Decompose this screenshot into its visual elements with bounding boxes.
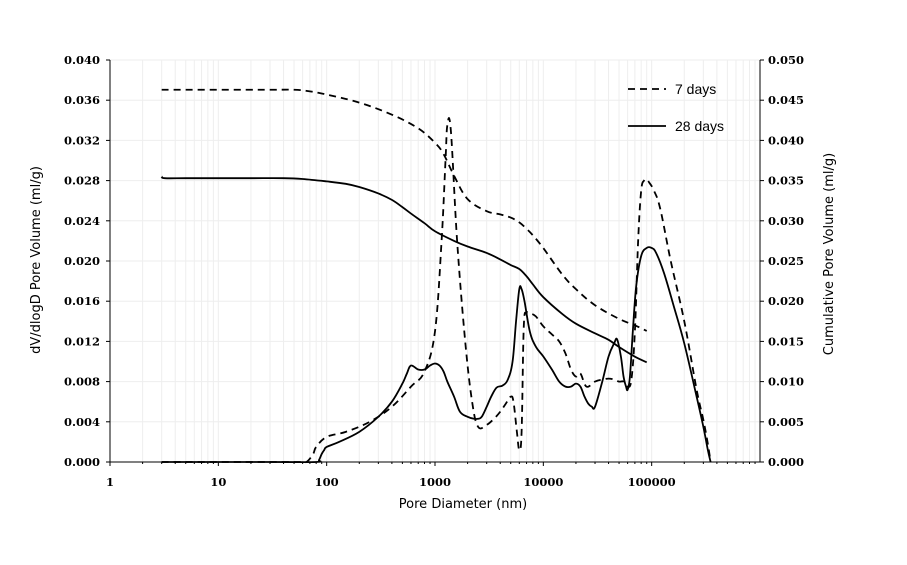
legend-label-7-days: 7 days [675,81,716,97]
series-line-28-days-incremental [161,246,712,464]
y-tick-label: 0.028 [64,174,100,188]
grid [109,59,761,463]
y2-tick-label: 0.050 [768,53,804,67]
y2-tick-label: 0.000 [768,455,804,469]
series-line-28-days-cumulative [160,175,648,364]
y-tick-label: 0.024 [64,214,100,228]
y-tick-label: 0.004 [64,415,100,429]
series-lines [160,88,712,464]
x-tick-label: 100000 [628,475,676,489]
y-tick-label: 0.016 [64,294,100,308]
y2-tick-label: 0.035 [768,174,804,188]
x-tick-label: 1000 [419,475,451,489]
y2-tick-label: 0.025 [768,254,804,268]
legend: 7 days 28 days [628,81,724,134]
y-tick-label: 0.036 [64,93,100,107]
y2-tick-label: 0.020 [768,294,804,308]
y2-tick-label: 0.030 [768,214,804,228]
y2-tick-label: 0.015 [768,334,804,348]
legend-label-28-days: 28 days [675,118,724,134]
y-tick-label: 0.012 [64,334,100,348]
y-tick-label: 0.020 [64,254,100,268]
y-tick-label: 0.032 [64,133,100,147]
x-tick-label: 10000 [523,475,563,489]
y-tick-label: 0.008 [64,375,100,389]
y-axis-title: dV/dlogD Pore Volume (ml/g) [29,166,44,354]
y2-axis-title: Cumulative Pore Volume (ml/g) [822,153,837,355]
x-tick-label: 1 [106,475,114,489]
y-tick-label: 0.040 [64,53,100,67]
y2-tick-label: 0.040 [768,133,804,147]
x-axis-title: Pore Diameter (nm) [399,497,527,512]
x-tick-label: 10 [210,475,226,489]
y-tick-label: 0.000 [64,455,100,469]
series-line-7-days-cumulative [161,88,648,332]
series-line-7-days-incremental [161,117,712,464]
y2-tick-label: 0.045 [768,93,804,107]
y2-tick-label: 0.005 [768,415,804,429]
x-tick-label: 100 [315,475,339,489]
y2-tick-label: 0.010 [768,375,804,389]
tick-labels: 0.000 0.004 0.008 0.012 0.016 0.020 0.024 0.028… [64,53,804,489]
